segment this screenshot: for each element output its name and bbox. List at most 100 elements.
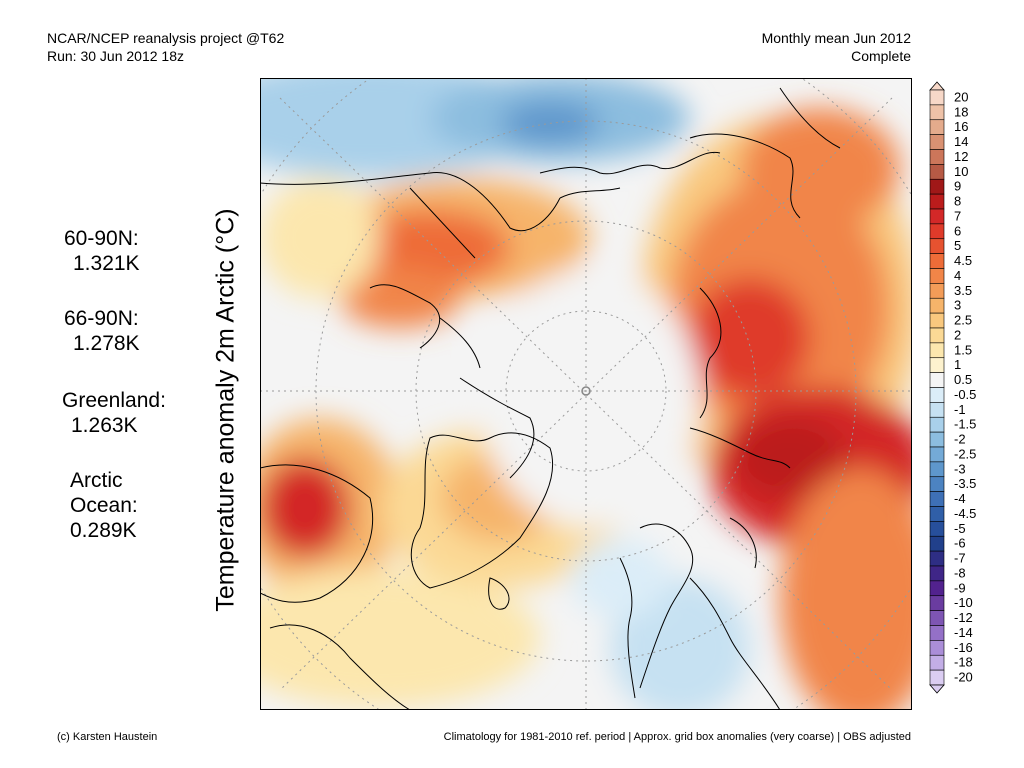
colorbar-swatch (929, 193, 945, 210)
colorbar-swatch (929, 342, 945, 359)
colorbar-bottom-arrow (929, 684, 945, 694)
coastlines (260, 87, 841, 710)
colorbar-tick-label: 2 (954, 327, 961, 342)
colorbar-swatch (929, 178, 945, 195)
graticule (260, 78, 912, 710)
colorbar-swatch (929, 357, 945, 373)
colorbar-tick-label: 1 (954, 357, 961, 372)
colorbar-swatch (929, 89, 945, 106)
colorbar-tick-label: 18 (954, 104, 968, 119)
colorbar-tick-label: -4 (954, 491, 966, 506)
colorbar-tick-label: -4.5 (954, 506, 976, 521)
stat-arctic-ocean: Arctic Ocean: 0.289K (70, 468, 138, 543)
colorbar-tick-label: -1 (954, 402, 966, 417)
colorbar-swatch (929, 550, 945, 567)
colorbar-tick-label: 3 (954, 298, 961, 313)
colorbar-tick-label: 3.5 (954, 283, 972, 298)
colorbar-svg: 201816141210987654.543.532.521.510.5-0.5… (929, 81, 976, 694)
colorbar-tick-label: -12 (954, 610, 973, 625)
anomaly-map (260, 78, 912, 710)
colorbar-swatch (929, 565, 945, 582)
colorbar-tick-label: 16 (954, 119, 968, 134)
colorbar-swatch (929, 283, 945, 299)
stat-label: Greenland: (62, 389, 166, 412)
colorbar-top-arrow (929, 81, 945, 91)
colorbar-tick-label: -3 (954, 461, 966, 476)
header-title: NCAR/NCEP reanalysis project @T62 (47, 30, 285, 46)
colorbar-swatch (929, 164, 945, 180)
colorbar-swatch (929, 580, 945, 597)
north-pole-marker (581, 386, 591, 396)
colorbar-swatch (929, 461, 945, 478)
colorbar-swatch (929, 402, 945, 418)
colorbar-tick-label: 2.5 (954, 313, 972, 328)
colorbar-swatch (929, 446, 945, 463)
colorbar-tick-label: 12 (954, 149, 968, 164)
colorbar-swatch (929, 476, 945, 492)
colorbar-tick-label: -1.5 (954, 417, 976, 432)
colorbar-tick-label: -2 (954, 432, 966, 447)
colorbar-tick-label: -20 (954, 670, 973, 685)
colorbar-swatch (929, 669, 945, 686)
colorbar-tick-label: 20 (954, 89, 968, 104)
stat-label: Arctic (70, 469, 123, 492)
colorbar-tick-label: 8 (954, 194, 961, 209)
colorbar-swatch (929, 595, 945, 611)
stat-label: 60-90N: (64, 227, 139, 250)
stat-60-90n: 60-90N: 1.321K (64, 226, 140, 276)
colorbar-tick-label: -0.5 (954, 387, 976, 402)
header-right: Monthly mean Jun 2012 Complete (762, 29, 911, 65)
colorbar-tick-label: 1.5 (954, 342, 972, 357)
colorbar-swatch (929, 253, 945, 269)
colorbar-tick-label: -10 (954, 595, 973, 610)
header-left: NCAR/NCEP reanalysis project @T62 Run: 3… (47, 29, 284, 65)
stat-label: Ocean: (70, 494, 138, 517)
header-period: Monthly mean Jun 2012 (761, 30, 911, 46)
y-axis-label: Temperature anomaly 2m Arctic (°C) (211, 208, 240, 612)
colorbar-tick-label: 7 (954, 208, 961, 223)
colorbar-swatch (929, 372, 945, 388)
colorbar-swatch (929, 610, 945, 626)
footnote: Climatology for 1981-2010 ref. period | … (443, 731, 911, 743)
map-canvas (260, 78, 912, 710)
colorbar-swatch (929, 268, 945, 284)
header-status: Complete (851, 48, 911, 64)
colorbar-swatch (929, 506, 945, 522)
header-run: Run: 30 Jun 2012 18z (47, 48, 184, 64)
colorbar-tick-label: 0.5 (954, 372, 972, 387)
colorbar-tick-label: 9 (954, 179, 961, 194)
credit: (c) Karsten Haustein (57, 731, 158, 743)
colorbar-swatch (929, 104, 945, 121)
colorbar-tick-label: -18 (954, 655, 973, 670)
stat-value: 1.321K (73, 252, 140, 275)
colorbar: 20 18 16 14 12 10 9 8 7 6 5 4.5 4 3.5 3 2.5 2 1.5 1 0.5 -0.5… (925, 80, 1005, 710)
colorbar-swatch (929, 297, 945, 314)
colorbar-swatch (929, 238, 945, 254)
colorbar-swatch (929, 521, 945, 537)
colorbar-swatch (929, 149, 945, 165)
colorbar-swatch (929, 491, 945, 507)
colorbar-tick-label: -8 (954, 565, 966, 580)
colorbar-tick-label: -6 (954, 536, 966, 551)
colorbar-tick-label: -16 (954, 640, 973, 655)
map-border (260, 78, 912, 710)
colorbar-swatch (929, 416, 945, 433)
colorbar-swatch (929, 625, 945, 641)
colorbar-swatch (929, 640, 945, 656)
colorbar-swatch (929, 312, 945, 329)
colorbar-swatch (929, 387, 945, 403)
stat-greenland: Greenland: 1.263K (62, 388, 166, 438)
stat-label: 66-90N: (64, 307, 139, 330)
colorbar-tick-label: -2.5 (954, 446, 976, 461)
colorbar-swatch (929, 431, 945, 448)
stat-value: 1.263K (71, 414, 138, 437)
colorbar-swatch (929, 535, 945, 552)
colorbar-swatch (929, 223, 945, 240)
stat-value: 1.278K (73, 332, 140, 355)
colorbar-swatch (929, 327, 945, 344)
colorbar-tick-label: -7 (954, 551, 966, 566)
colorbar-tick-label: 4 (954, 268, 961, 283)
colorbar-swatch (929, 654, 945, 671)
colorbar-tick-label: -9 (954, 580, 966, 595)
colorbar-tick-label: 5 (954, 238, 961, 253)
